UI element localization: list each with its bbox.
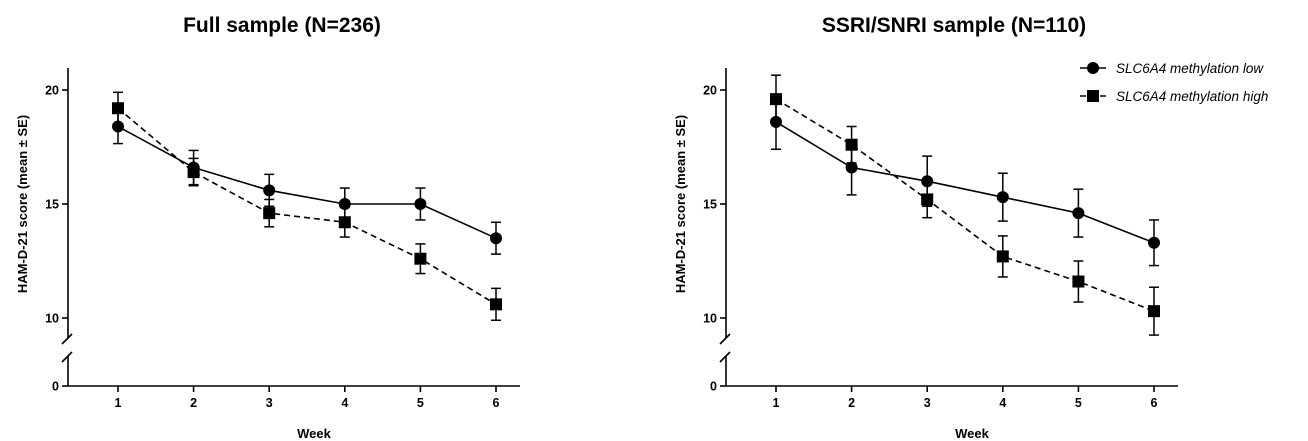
data-point-square: [921, 193, 934, 206]
y-axis-label: HAM-D-21 score (mean ± SE): [15, 115, 30, 293]
data-point-square: [414, 252, 427, 265]
chart-panel-1: Full sample (N=236) 0 10 15 20 1 2 3 4 5 6 Week HAM-…: [15, 14, 520, 441]
y-tick-label: 15: [703, 198, 717, 212]
chart-title: SSRI/SNRI sample (N=110): [822, 14, 1086, 37]
data-point-circle: [490, 232, 502, 245]
x-tick-label: 1: [115, 396, 122, 410]
x-tick-label: 4: [999, 396, 1006, 410]
data-point-square: [187, 166, 200, 179]
y-tick-label: 10: [703, 312, 717, 326]
x-tick-label: 1: [773, 396, 780, 410]
x-tick-label: 2: [848, 396, 855, 410]
series-line: [117, 125, 497, 239]
data-point-circle: [845, 161, 858, 174]
y-tick-label: 20: [703, 84, 717, 98]
series-line: [775, 98, 1155, 312]
y-tick-label: 10: [45, 312, 59, 326]
data-point-square: [770, 93, 782, 106]
data-point-square: [112, 102, 124, 115]
x-axis-label: Week: [297, 426, 331, 441]
y-axis-label: HAM-D-21 score (mean ± SE): [673, 115, 688, 293]
series-line: [117, 107, 497, 306]
data-point-square: [1148, 305, 1160, 318]
chart-panel-2: SSRI/SNRI sample (N=110) 0 10 15 20 1 2 3 4 5 6 Wee…: [673, 14, 1268, 441]
data-point-square: [338, 216, 351, 229]
series-methylation-high: [770, 74, 1160, 336]
x-tick-label: 6: [1151, 396, 1158, 410]
data-point-circle: [996, 191, 1009, 204]
y-axis-break-mark: [719, 351, 731, 363]
y-axis-break-mark: [61, 333, 73, 345]
series-methylation-low: [770, 93, 1160, 267]
y-tick-label: 20: [45, 84, 59, 98]
data-point-square: [1072, 275, 1085, 288]
legend: SLC6A4 methylation low SLC6A4 methylation…: [1080, 61, 1268, 104]
data-point-circle: [263, 184, 276, 197]
y-tick-label: 0: [710, 380, 717, 394]
series-line: [775, 121, 1155, 244]
series-methylation-low: [112, 108, 502, 255]
y-tick-label: 15: [45, 198, 59, 212]
data-point-circle: [414, 198, 427, 210]
x-tick-label: 3: [924, 396, 931, 410]
series-methylation-high: [112, 91, 502, 322]
x-tick-label: 4: [341, 396, 348, 410]
data-point-square: [490, 298, 502, 311]
legend-label: SLC6A4 methylation low: [1116, 61, 1264, 76]
legend-marker-circle: [1087, 62, 1099, 74]
data-point-circle: [1072, 207, 1085, 220]
data-point-square: [263, 207, 276, 220]
x-tick-label: 3: [266, 396, 273, 410]
data-point-square: [845, 138, 858, 151]
chart-title: Full sample (N=236): [183, 14, 381, 37]
x-tick-label: 5: [417, 396, 424, 410]
x-axis-label: Week: [955, 426, 989, 441]
y-axis-break-mark: [61, 351, 73, 363]
x-tick-label: 2: [190, 396, 197, 410]
data-point-square: [996, 250, 1009, 263]
x-tick-label: 6: [493, 396, 500, 410]
data-point-circle: [1148, 236, 1160, 249]
legend-marker-square: [1087, 90, 1099, 102]
y-tick-label: 0: [52, 380, 59, 394]
x-tick-label: 5: [1075, 396, 1082, 410]
legend-label: SLC6A4 methylation high: [1116, 89, 1268, 104]
y-axis-break-mark: [719, 333, 731, 345]
